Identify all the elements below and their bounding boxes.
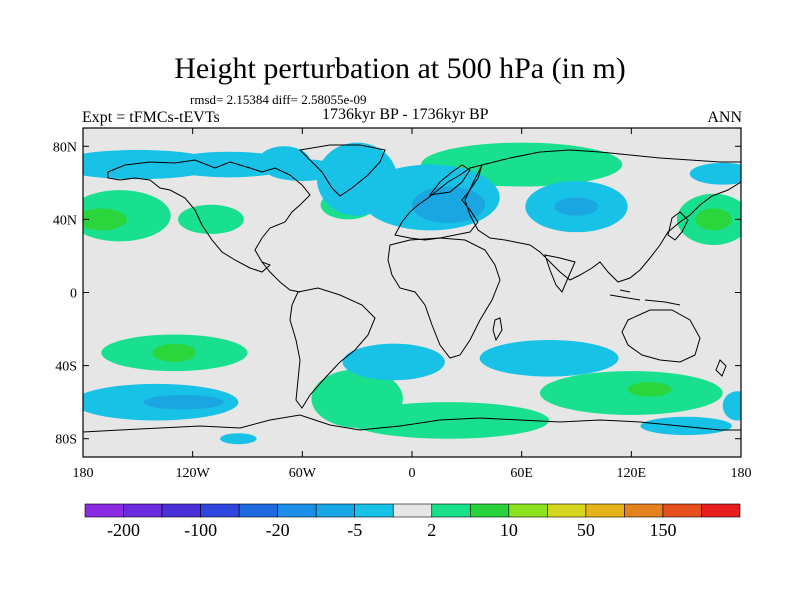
x-tick-label: 180	[73, 466, 94, 481]
y-tick-label: 80S	[55, 433, 77, 448]
y-tick-label: 80N	[53, 140, 77, 155]
coastline-north-america	[107, 159, 311, 273]
x-tick-label: 120E	[617, 466, 647, 481]
anomaly-region	[689, 162, 741, 185]
coastline-japan	[667, 211, 689, 241]
chart-title: Height perturbation at 500 hPa (in m)	[174, 52, 626, 85]
colorbar-label: 10	[500, 520, 518, 540]
x-tick-label: 60E	[510, 466, 533, 481]
anomaly-region	[342, 343, 445, 381]
colorbar-label: -100	[184, 520, 217, 540]
anomaly-region	[220, 433, 257, 445]
anomaly-region	[348, 402, 550, 439]
y-tick-label: 40S	[55, 360, 77, 375]
colorbar-swatch	[123, 503, 163, 518]
coastline-africa	[387, 237, 501, 359]
coastline-india	[544, 254, 576, 293]
coastline-australia	[621, 309, 701, 363]
colorbar-label: 2	[427, 520, 436, 540]
colorbar-label: -5	[347, 520, 362, 540]
colorbar-swatch	[354, 503, 394, 518]
x-tick-label: 60W	[289, 466, 317, 481]
axes: 180 120W 60W 0 60E 120E 180 80N 40N 0 40S 80S	[53, 128, 752, 481]
colorbar-swatch	[624, 503, 664, 518]
colorbar-swatch	[238, 503, 278, 518]
anomaly-region	[152, 343, 197, 362]
colorbar-swatch	[469, 503, 510, 518]
anomaly-region	[627, 382, 672, 397]
coastline-madagascar	[492, 317, 503, 342]
coastline-europe	[394, 164, 483, 241]
colorbar-swatch	[161, 503, 201, 518]
colorbar-label: 50	[577, 520, 595, 540]
left-label: Expt = tFMCs-tEVTs	[82, 109, 220, 126]
anomaly-region	[554, 197, 599, 216]
anomaly-region	[258, 146, 310, 176]
coastline-antarctica	[83, 414, 741, 433]
coastline-greenland	[298, 144, 386, 197]
colorbar-swatch	[277, 503, 317, 518]
anomaly-region	[695, 208, 732, 231]
colorbar-swatch	[84, 503, 124, 518]
colorbar-swatch	[585, 503, 625, 518]
right-label: ANN	[707, 109, 742, 126]
anomaly-region	[640, 416, 732, 436]
colorbar-label: -200	[107, 520, 140, 540]
coastline-new-zealand	[715, 359, 727, 377]
anomaly-region	[83, 208, 127, 231]
anomaly-region	[178, 204, 244, 235]
coastline-asia	[464, 149, 741, 283]
anomaly-region	[479, 340, 619, 377]
colorbar: -200 -100 -20 -5 2 10 50 150	[84, 503, 741, 540]
coastline-central-america	[261, 261, 301, 293]
center-label: 1736kyr BP - 1736kyr BP	[322, 106, 489, 123]
stats-line: rmsd= 2.15384 diff= 2.58055e-09	[190, 92, 367, 107]
colorbar-swatch	[315, 503, 356, 518]
colorbar-swatch	[200, 503, 240, 518]
x-tick-label: 120W	[176, 466, 211, 481]
colorbar-swatch	[431, 503, 471, 518]
colorbar-label: -20	[266, 520, 290, 540]
colorbar-swatch	[662, 503, 702, 518]
y-tick-label: 0	[70, 287, 77, 302]
anomaly-region	[722, 391, 741, 421]
anomaly-region	[143, 394, 224, 410]
anomaly-layer	[83, 142, 741, 445]
coastline-indonesia	[609, 289, 681, 306]
coastline-south-america	[289, 287, 376, 409]
x-tick-label: 0	[409, 466, 416, 481]
colorbar-swatch	[508, 503, 548, 518]
x-tick-label: 180	[731, 466, 752, 481]
coastlines	[83, 144, 741, 433]
coastline-scandinavia	[428, 164, 471, 196]
colorbar-swatch	[547, 503, 587, 518]
colorbar-swatch	[392, 503, 433, 518]
y-tick-label: 40N	[53, 213, 77, 228]
colorbar-label: 150	[649, 520, 676, 540]
colorbar-swatch	[701, 503, 741, 518]
